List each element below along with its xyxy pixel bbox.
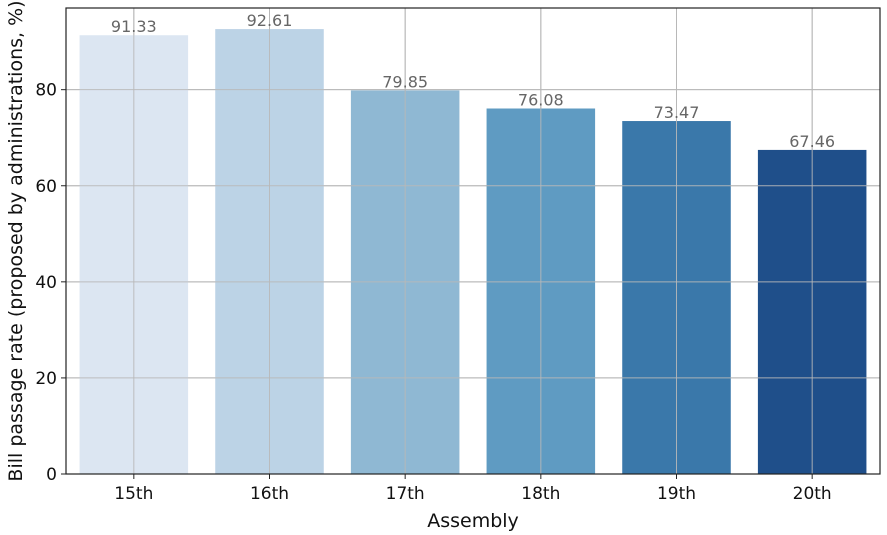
data-label-15th: 91.33 [111, 17, 157, 36]
data-label-18th: 76.08 [518, 91, 564, 110]
x-tick-label: 16th [250, 484, 289, 504]
data-label-20th: 67.46 [789, 132, 835, 151]
data-label-17th: 79.85 [382, 72, 428, 91]
x-axis-ticks: 15th 16th 17th 18th 19th 20th [114, 474, 832, 504]
x-tick-label: 15th [114, 484, 153, 504]
y-tick-label: 0 [46, 465, 57, 485]
y-tick-label: 40 [35, 273, 57, 293]
x-tick-label: 18th [521, 484, 560, 504]
x-tick-label: 20th [793, 484, 832, 504]
y-tick-label: 60 [35, 177, 57, 197]
plot-frame [65, 7, 881, 475]
y-axis-ticks: 0 20 40 60 80 [35, 81, 66, 485]
y-tick-label: 80 [35, 81, 57, 101]
x-tick-label: 19th [657, 484, 696, 504]
data-labels: 91.33 92.61 79.85 76.08 73.47 67.46 [111, 11, 835, 151]
y-axis-label: Bill passage rate (proposed by administr… [5, 0, 27, 481]
data-label-19th: 73.47 [654, 103, 700, 122]
x-axis-label: Assembly [427, 510, 519, 532]
data-label-16th: 92.61 [247, 11, 293, 30]
x-tick-label: 17th [386, 484, 425, 504]
y-tick-label: 20 [35, 369, 57, 389]
bars [79, 29, 867, 475]
